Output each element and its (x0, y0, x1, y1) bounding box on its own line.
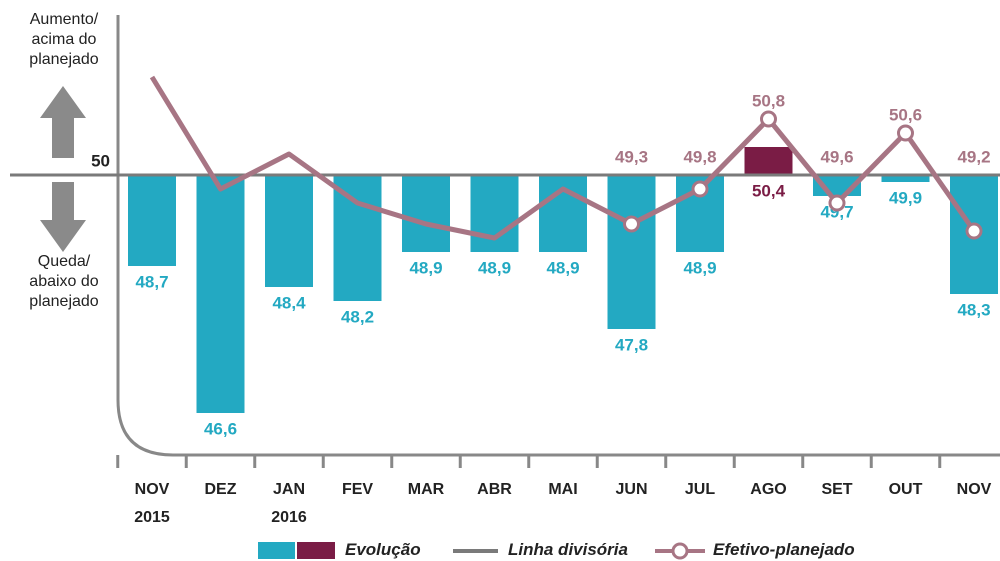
x-tick-label: NOV 2015 (134, 481, 170, 526)
bar-label: 48,4 (272, 293, 306, 312)
legend-swatch (297, 542, 335, 559)
annotation: Queda/ abaixo do planejado (29, 253, 99, 310)
x-tick-label: MAI (548, 481, 578, 498)
line-marker (828, 194, 846, 212)
line-marker (965, 222, 983, 240)
line-marker (623, 215, 640, 233)
bar (402, 175, 450, 252)
bar-label: 49,7 (820, 202, 853, 221)
axis (116, 15, 1000, 457)
x-tick-label: DEZ (204, 481, 237, 498)
x-tick-label: SET (821, 481, 853, 498)
bar (128, 175, 176, 266)
x-tick-label: FEV (341, 481, 374, 498)
line-marker (897, 124, 914, 142)
x-tick-label: ABR (477, 481, 512, 498)
legend-label: Evolução (345, 540, 421, 559)
x-tick-label: JUN (615, 481, 648, 498)
bar-label: 48,9 (478, 258, 511, 277)
bar-label: 50,4 (752, 181, 786, 200)
legend-label: Linha divisória (508, 540, 628, 559)
bar-label: 48,2 (341, 307, 374, 326)
line-label: 50,6 (889, 105, 922, 124)
up-arrow (40, 86, 86, 158)
bar (881, 175, 930, 182)
bar-label: 48,9 (546, 258, 579, 277)
legend-swatch (258, 542, 295, 559)
bar (196, 175, 245, 413)
legend-marker (671, 542, 689, 560)
bar-label: 46,6 (204, 419, 237, 438)
bar (265, 175, 313, 287)
bar-label: 48,9 (683, 258, 716, 277)
line-marker (760, 110, 777, 128)
x-tick-label: MAR (407, 481, 445, 498)
bar (333, 175, 382, 301)
line-label: 50,8 (752, 91, 785, 110)
x-tick-label: NOV (956, 481, 992, 498)
x-tick-label: OUT (888, 481, 923, 498)
bar-label: 49,9 (889, 188, 922, 207)
annotation: Aumento/ acima do planejado (29, 11, 99, 68)
bar-label: 47,8 (615, 335, 648, 354)
line-label: 49,8 (683, 147, 716, 166)
x-tick-label: AGO (750, 481, 787, 498)
bar-label: 48,9 (409, 258, 442, 277)
x-tick-label: JAN 2016 (271, 481, 307, 526)
bar-label: 48,7 (135, 272, 168, 291)
bar-label: 48,3 (957, 300, 990, 319)
x-tick-label: JUL (684, 481, 716, 498)
bar (607, 175, 656, 329)
down-arrow (40, 182, 86, 252)
legend-label: Efetivo-planejado (713, 540, 855, 559)
line-label: 49,6 (820, 147, 853, 166)
line-marker (691, 180, 709, 198)
bar (744, 147, 793, 175)
line-label: 49,2 (957, 147, 990, 166)
y-tick-label: 50 (91, 151, 110, 170)
line-label: 49,3 (615, 147, 648, 166)
